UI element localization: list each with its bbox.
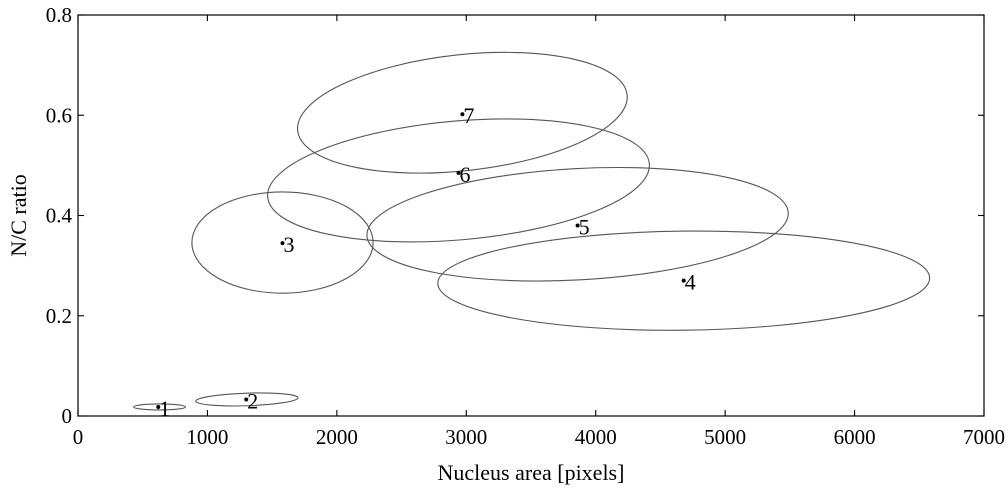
x-tick-label: 1000 xyxy=(186,425,228,449)
y-axis-label: N/C ratio xyxy=(6,174,31,257)
cluster-label-1: 1 xyxy=(159,396,170,421)
cluster-center-5 xyxy=(575,223,580,228)
cluster-center-3 xyxy=(280,241,285,246)
cluster-labels: 1 2 3 4 5 6 7 xyxy=(159,103,695,421)
cluster-ellipse-3 xyxy=(191,191,374,294)
cluster-centers xyxy=(156,112,686,409)
cluster-ellipses xyxy=(133,51,931,411)
cluster-label-7: 7 xyxy=(463,103,474,128)
cluster-label-6: 6 xyxy=(460,162,471,187)
cluster-label-3: 3 xyxy=(283,232,294,257)
cluster-center-1 xyxy=(156,404,161,409)
x-tick-label: 4000 xyxy=(575,425,617,449)
plot-frame xyxy=(77,14,985,417)
cluster-label-5: 5 xyxy=(579,215,590,240)
cluster-center-6 xyxy=(456,170,461,175)
cluster-ellipse-5 xyxy=(366,166,789,282)
cluster-ellipse-7 xyxy=(297,51,628,174)
cluster-ellipse-6 xyxy=(267,118,650,243)
y-tick-label: 0 xyxy=(62,404,73,428)
cluster-center-2 xyxy=(244,397,249,402)
y-tick-label: 0.2 xyxy=(46,304,72,328)
y-axis-ticks: 0 0.2 0.4 0.6 0.8 xyxy=(46,3,984,428)
x-axis-label: Nucleus area [pixels] xyxy=(438,460,625,485)
cluster-label-4: 4 xyxy=(685,270,696,295)
x-tick-label: 0 xyxy=(73,425,84,449)
x-tick-label: 5000 xyxy=(704,425,746,449)
x-tick-label: 6000 xyxy=(834,425,876,449)
x-tick-label: 3000 xyxy=(445,425,487,449)
cluster-center-4 xyxy=(681,278,686,283)
y-tick-label: 0.4 xyxy=(46,204,73,228)
cluster-label-2: 2 xyxy=(247,388,258,413)
cluster-ellipse-1 xyxy=(133,403,186,411)
y-tick-label: 0.6 xyxy=(46,103,72,127)
x-tick-label: 2000 xyxy=(316,425,358,449)
y-tick-label: 0.8 xyxy=(46,3,72,27)
cluster-ellipse-2 xyxy=(195,392,299,407)
x-tick-label: 7000 xyxy=(963,425,1005,449)
cluster-ellipse-4 xyxy=(437,230,931,331)
x-axis-ticks: 0 1000 2000 3000 4000 5000 6000 7000 xyxy=(73,15,1005,449)
cluster-center-7 xyxy=(460,112,465,117)
